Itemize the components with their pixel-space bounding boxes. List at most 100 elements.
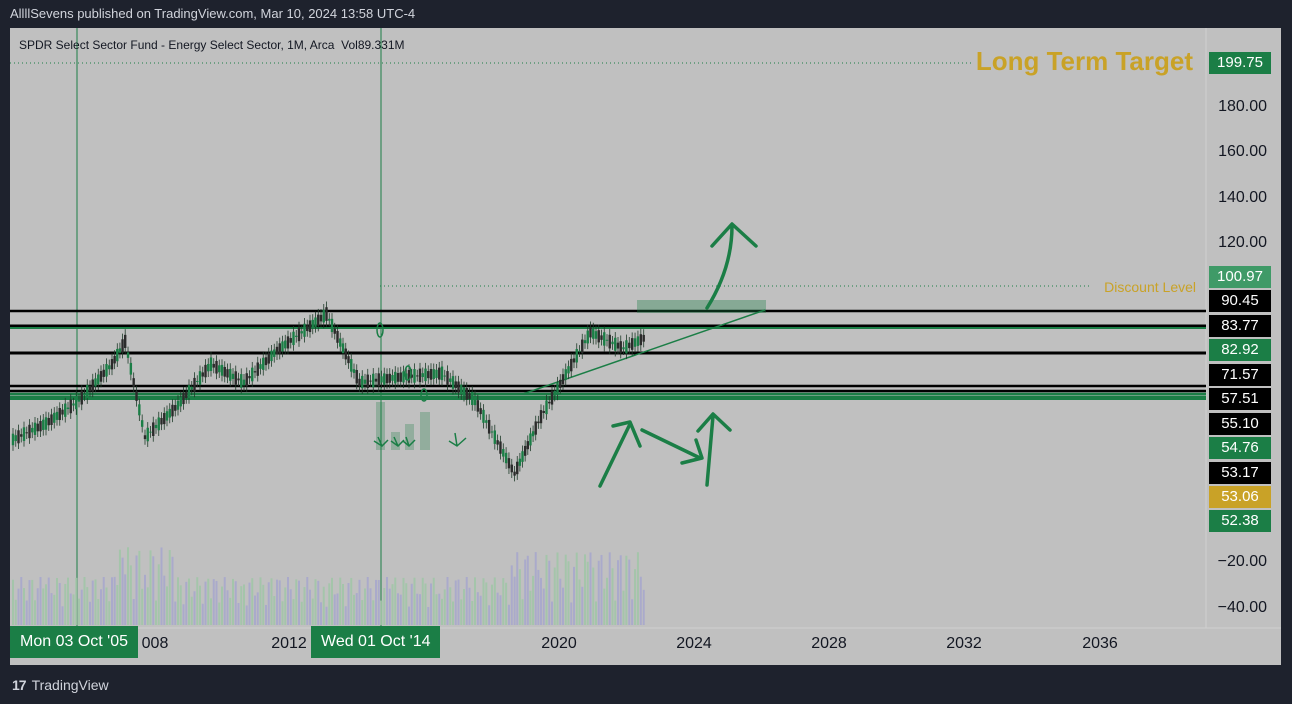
chart-canvas[interactable] [10,28,1281,665]
candle-body [600,335,603,340]
candle-body [339,338,342,347]
candle-body [311,319,314,329]
volume-bar [45,584,47,625]
candle-body [234,371,237,385]
candle-body [583,340,587,344]
candle-body [110,359,114,370]
volume-bar [581,586,584,625]
y-tick: 160.00 [1218,143,1267,160]
candle-body [116,348,119,362]
candle-body [292,331,295,346]
candle-body [564,369,567,380]
reversal-arrow [598,422,632,488]
volume-bar [463,589,465,625]
candle-body [25,432,28,434]
volume-bar [182,604,185,625]
volume-bar [452,601,454,625]
volume-bar [325,606,328,625]
volume-bar [210,598,212,625]
volume-bar [513,576,516,625]
volume-bar [144,574,146,625]
candle-body [502,449,505,457]
volume-bar [622,590,625,625]
candle-body [146,427,149,442]
small-down-arrow [448,432,467,447]
candle-body [518,458,522,466]
candle-body [174,405,177,411]
candle-body [201,372,204,377]
candle-body [372,373,375,388]
volume-bar [248,582,251,625]
volume-bar [388,588,391,625]
volume-bar [490,584,493,625]
volume-bar [479,595,482,625]
price-badge-54-76: 54.76 [1209,437,1271,459]
volume-bar [570,602,573,625]
price-badge-57-51: 57.51 [1209,388,1271,410]
y-tick: −40.00 [1217,599,1267,616]
candle-body [149,431,152,433]
candle-body [344,348,347,360]
candle-body [523,445,527,456]
candle-body [124,334,127,348]
volume-label: Vol89.331M [341,38,405,52]
candle-body [432,369,435,380]
candle-body [407,369,411,383]
candle-body [516,461,519,475]
candle-body [14,435,17,442]
volume-bar [575,552,578,625]
candle-body [97,374,100,385]
volume-bar [375,579,377,625]
volume-bar [611,568,614,625]
candle-body [586,330,589,344]
candle-body [102,369,105,377]
volume-bar [562,587,564,625]
price-badge-53-06: 53.06 [1209,486,1271,508]
volume-bar [421,577,424,625]
x-tick: 2028 [811,635,847,652]
volume-bar [642,589,645,625]
candle-body [44,417,48,430]
candle-body [209,357,213,371]
volume-bar [454,580,457,625]
volume-bar [556,552,559,625]
volume-bar [424,583,427,625]
volume-bar [553,567,556,625]
volume-bar [399,594,402,625]
volume-bar [471,601,474,625]
candle-body [105,364,108,377]
volume-bar [212,579,215,625]
volume-bar [551,601,553,625]
volume-bar [542,588,545,625]
candle-body [534,421,537,435]
volume-bar [578,579,581,625]
volume-bar [614,600,617,625]
candle-body [410,374,413,378]
volume-bar [284,587,287,625]
candle-body [526,441,529,450]
candle-body [548,401,551,404]
volume-bar [121,557,124,625]
candle-body [476,400,480,412]
volume-bar [416,593,419,625]
candle-body [482,409,485,423]
candle-body [220,364,224,376]
volume-bar [468,587,471,625]
volume-bar [83,577,86,625]
chart-panel[interactable]: SPDR Select Sector Fund - Energy Select … [10,28,1281,665]
candle-body [454,381,457,389]
candle-body [330,318,334,333]
candle-body [17,430,20,444]
volume-bar [111,577,113,625]
candle-body [542,410,545,413]
volume-bar [333,594,336,625]
candle-body [578,350,581,352]
volume-bar [405,583,408,625]
volume-bar [105,587,108,625]
volume-bar [36,588,39,625]
volume-bar [160,547,163,625]
candle-body [556,382,559,395]
candle-body [575,348,578,363]
candle-body [231,373,235,379]
volume-bar [507,604,510,625]
